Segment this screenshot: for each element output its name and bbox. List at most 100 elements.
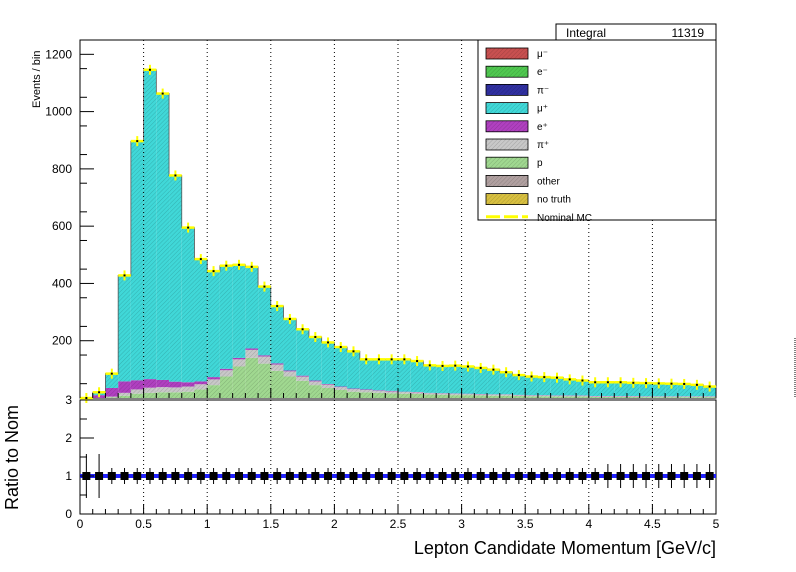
bar-hatch-p-10 [207,385,220,398]
bar-hatch-e_plus-7 [169,381,182,388]
nominal-point-7 [169,170,182,181]
x-tick-label-1.5: 1.5 [262,517,279,531]
bar-hatch-mu_plus-19 [321,342,335,384]
nominal-point-11 [219,260,233,271]
legend-label-mu_plus: μ⁺ [537,104,548,115]
bar-hatch-e_plus-10 [207,377,220,380]
bar-hatch-e_plus-19 [321,383,335,385]
legend-item-other: other [485,174,560,187]
bar-hatch-pi_plus-2 [105,396,119,398]
bar-hatch-mu_plus-32 [487,369,500,395]
y-tick-label-200: 200 [52,334,72,348]
bar-hatch-e_plus-15 [270,363,284,365]
bar-hatch-p-16 [283,376,297,398]
bar-hatch-mu_plus-22 [359,359,373,390]
ratio-point-7 [171,468,180,484]
legend-label-e_plus: e⁺ [537,122,548,133]
bar-hatch-pi_plus-37 [550,395,564,397]
bar-hatch-pi_plus-18 [308,381,322,386]
nominal-point-25 [398,354,411,365]
nominal-point-5 [143,64,157,75]
ratio-point-28 [438,468,447,484]
bar-hatch-p-25 [398,393,411,398]
nominal-point-46 [665,378,678,389]
legend-label-p: p [537,158,543,169]
x-axis-ticks: 0 0.5 1 1.5 2 2.5 3 3.5 4 4.5 5 [77,388,720,531]
nominal-point-39 [576,375,589,386]
ratio-point-10 [209,468,218,484]
bar-hatch-pi_plus-35 [525,395,538,397]
stacked-bars [80,69,717,399]
bar-hatch-mu_plus-11 [219,265,233,369]
nominal-point-13 [245,261,259,272]
ratio-point-23 [374,468,383,484]
bar-hatch-p-12 [232,366,246,398]
bar-hatch-e_plus-16 [283,370,297,372]
bar-hatch-pi_plus-26 [410,392,424,394]
legend-item-pi_minus: π⁻ [485,84,549,96]
nominal-point-30 [461,361,475,372]
bar-hatch-e_plus-11 [219,368,233,371]
bar-hatch-p-29 [448,395,462,398]
bar-hatch-e_plus-20 [334,386,348,388]
y-tick-label-600: 600 [52,219,72,233]
bar-hatch-pi_plus-9 [194,384,208,390]
bar-hatch-p-4 [130,393,144,398]
bar-hatch-pi_plus-16 [283,371,297,377]
bar-hatch-mu_plus-9 [194,259,208,382]
bar-hatch-pi_plus-21 [347,389,360,392]
ratio-tick-label-1: 1 [65,469,72,483]
bar-hatch-pi_plus-30 [461,393,475,396]
bar-hatch-pi_plus-12 [232,359,246,367]
bar-hatch-pi_plus-4 [130,389,144,394]
bar-hatch-p-24 [385,393,398,398]
bar-hatch-pi_plus-10 [207,379,220,386]
ratio-point-27 [425,468,434,484]
ratio-point-24 [387,468,396,484]
nominal-point-33 [499,367,513,378]
ratio-point-8 [184,468,193,484]
nominal-point-34 [512,370,526,381]
bar-hatch-e_plus-9 [194,381,208,385]
bar-hatch-e_plus-21 [347,388,360,390]
bar-hatch-mu_plus-29 [448,365,462,394]
bar-hatch-pi_plus-23 [372,390,386,393]
bar-hatch-mu_plus-5 [143,69,157,380]
bar-hatch-mu_plus-42 [614,382,627,396]
nominal-point-27 [423,360,437,371]
bar-hatch-mu_plus-10 [207,271,220,378]
bar-hatch-p-30 [461,395,475,398]
bar-hatch-mu_plus-12 [232,264,246,358]
bar-hatch-mu_plus-3 [118,275,131,382]
legend-swatch-hatch-mu_plus [486,102,528,114]
bar-hatch-pi_plus-46 [665,396,678,398]
bar-hatch-mu_plus-13 [245,266,259,349]
ratio-point-42 [616,464,625,488]
nominal-point-3 [118,270,131,281]
x-tick-label-3.5: 3.5 [517,517,534,531]
ratio-point-37 [553,468,561,484]
ratio-point-43 [629,464,638,488]
bar-hatch-e_plus-8 [181,382,195,387]
legend-swatch-hatch-other [486,175,528,187]
bar-hatch-pi_plus-24 [385,391,398,394]
nominal-point-8 [181,222,195,233]
nominal-point-38 [563,374,577,385]
bar-hatch-pi_plus-17 [296,376,309,381]
bar-hatch-pi_plus-42 [614,396,627,397]
legend-item-p: p [485,156,543,169]
ratio-tick-label-0: 0 [65,507,72,521]
bar-hatch-p-23 [372,392,386,398]
bar-hatch-p-40 [588,396,602,398]
nominal-point-19 [321,337,335,348]
ratio-point-2 [107,468,116,484]
legend-item-no_truth: no truth [485,193,571,206]
bar-hatch-pi_plus-8 [181,386,195,392]
bar-hatch-p-34 [512,395,526,398]
nominal-point-17 [296,324,309,335]
x-tick-label-0: 0 [77,517,84,531]
ratio-markers [80,454,716,498]
bar-hatch-pi_plus-7 [169,387,182,393]
bar-hatch-mu_plus-30 [461,366,475,394]
bar-hatch-p-11 [219,376,233,398]
